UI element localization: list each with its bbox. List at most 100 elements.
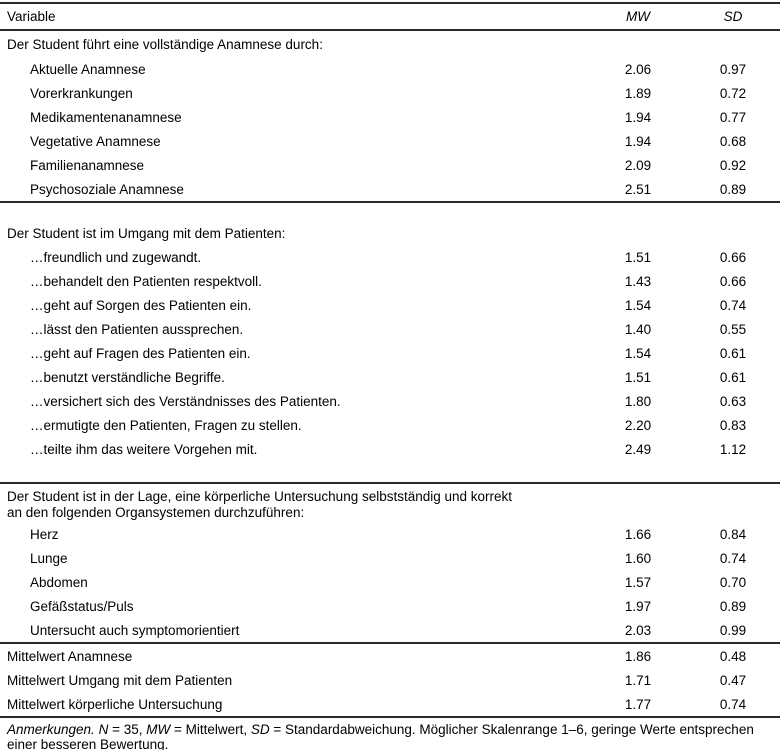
table-row: Vorerkrankungen 1.89 0.72: [0, 81, 780, 105]
summary-mw-value: 1.86: [624, 648, 652, 664]
footnote-sd-symbol: SD: [250, 722, 270, 737]
row-label: …lässt den Patienten aussprechen.: [30, 321, 244, 337]
row-mw-value: 2.06: [624, 61, 652, 77]
table-row: Lunge 1.60 0.74: [0, 546, 780, 570]
summary-mw-value: 1.71: [624, 672, 652, 688]
footnote-mw-symbol: MW: [146, 722, 171, 737]
table-row: Untersucht auch symptomorientiert 2.03 0…: [0, 618, 780, 642]
summary-label: Mittelwert körperliche Untersuchung: [7, 696, 223, 712]
row-mw-value: 1.94: [624, 133, 652, 149]
summary-sd-value: 0.48: [719, 648, 747, 664]
section-2-title: Der Student ist im Umgang mit dem Patien…: [7, 225, 286, 241]
row-label: Abdomen: [30, 574, 88, 590]
row-label: Vorerkrankungen: [30, 85, 133, 101]
row-mw-value: 1.97: [624, 598, 652, 614]
row-mw-value: 1.40: [624, 321, 652, 337]
table-row: Aktuelle Anamnese 2.06 0.97: [0, 57, 780, 81]
row-sd-value: 0.61: [719, 345, 747, 361]
footnote-anmerkungen-label: Anmerkungen.: [7, 722, 95, 737]
section-1-title: Der Student führt eine vollständige Anam…: [7, 36, 323, 52]
row-label: …teilte ihm das weitere Vorgehen mit.: [30, 441, 258, 457]
table-row: Medikamentenanamnese 1.94 0.77: [0, 105, 780, 129]
summary-label: Mittelwert Anamnese: [7, 648, 133, 664]
section-1-bottom-rule: [0, 201, 780, 203]
section-3-top-rule: [0, 482, 780, 484]
column-header-sd: SD: [723, 9, 743, 24]
footnote-mw-text: = Mittelwert,: [170, 722, 251, 737]
row-label: …freundlich und zugewandt.: [30, 249, 202, 265]
row-sd-value: 0.66: [719, 249, 747, 265]
row-sd-value: 1.12: [719, 441, 747, 457]
table-row: …lässt den Patienten aussprechen. 1.40 0…: [0, 317, 780, 341]
table-row: …geht auf Sorgen des Patienten ein. 1.54…: [0, 293, 780, 317]
row-mw-value: 1.57: [624, 574, 652, 590]
section-gap: [0, 203, 780, 221]
row-label: Medikamentenanamnese: [30, 109, 182, 125]
row-sd-value: 0.72: [719, 85, 747, 101]
table-header-row: Variable MW SD: [0, 4, 780, 29]
row-mw-value: 1.54: [624, 345, 652, 361]
row-label: …versichert sich des Verständnisses des …: [30, 393, 341, 409]
row-label: …benutzt verständliche Begriffe.: [30, 369, 225, 385]
row-label: Lunge: [30, 550, 68, 566]
summary-row: Mittelwert körperliche Untersuchung 1.77…: [0, 692, 780, 716]
row-mw-value: 1.66: [624, 526, 652, 542]
row-sd-value: 0.61: [719, 369, 747, 385]
footnote-n-symbol: N: [94, 722, 109, 737]
section-1-title-row: Der Student führt eine vollständige Anam…: [0, 31, 780, 57]
row-label: Gefäßstatus/Puls: [30, 598, 134, 614]
table-row: …benutzt verständliche Begriffe. 1.51 0.…: [0, 365, 780, 389]
row-mw-value: 1.51: [624, 369, 652, 385]
row-label: …ermutigte den Patienten, Fragen zu stel…: [30, 417, 302, 433]
row-mw-value: 1.54: [624, 297, 652, 313]
table-row: Herz 1.66 0.84: [0, 522, 780, 546]
table-row: …geht auf Fragen des Patienten ein. 1.54…: [0, 341, 780, 365]
row-label: …geht auf Fragen des Patienten ein.: [30, 345, 251, 361]
row-mw-value: 1.80: [624, 393, 652, 409]
section-gap: [0, 461, 780, 482]
row-mw-value: 2.20: [624, 417, 652, 433]
table-row: …versichert sich des Verständnisses des …: [0, 389, 780, 413]
row-mw-value: 1.94: [624, 109, 652, 125]
table-bottom-rule: [0, 716, 780, 718]
table-row: …behandelt den Patienten respektvoll. 1.…: [0, 269, 780, 293]
table-row: Familienanamnese 2.09 0.92: [0, 153, 780, 177]
row-mw-value: 1.89: [624, 85, 652, 101]
table-row: …teilte ihm das weitere Vorgehen mit. 2.…: [0, 437, 780, 461]
row-sd-value: 0.55: [719, 321, 747, 337]
table-row: Abdomen 1.57 0.70: [0, 570, 780, 594]
row-sd-value: 0.63: [719, 393, 747, 409]
row-sd-value: 0.74: [719, 550, 747, 566]
section-2-title-row: Der Student ist im Umgang mit dem Patien…: [0, 221, 780, 245]
row-sd-value: 0.89: [719, 598, 747, 614]
section-3-title-line-1: Der Student ist in der Lage, eine körper…: [7, 489, 513, 504]
row-mw-value: 2.51: [624, 181, 652, 197]
table-top-rule: [0, 2, 780, 4]
section-3-title-line-2: an den folgenden Organsystemen durchzufü…: [7, 505, 305, 520]
row-label: Herz: [30, 526, 59, 542]
table-row: Gefäßstatus/Puls 1.97 0.89: [0, 594, 780, 618]
row-sd-value: 0.70: [719, 574, 747, 590]
row-sd-value: 0.83: [719, 417, 747, 433]
row-sd-value: 0.68: [719, 133, 747, 149]
column-header-mw: MW: [626, 9, 650, 24]
header-divider-rule: [0, 29, 780, 31]
row-sd-value: 0.89: [719, 181, 747, 197]
row-label: Vegetative Anamnese: [30, 133, 161, 149]
row-sd-value: 0.92: [719, 157, 747, 173]
row-mw-value: 2.03: [624, 622, 652, 638]
row-mw-value: 2.49: [624, 441, 652, 457]
table-row: …freundlich und zugewandt. 1.51 0.66: [0, 245, 780, 269]
summary-label: Mittelwert Umgang mit dem Patienten: [7, 672, 233, 688]
row-mw-value: 1.60: [624, 550, 652, 566]
row-sd-value: 0.74: [719, 297, 747, 313]
summary-sd-value: 0.47: [719, 672, 747, 688]
table-row: Psychosoziale Anamnese 2.51 0.89: [0, 177, 780, 201]
table-row: Vegetative Anamnese 1.94 0.68: [0, 129, 780, 153]
column-header-variable: Variable: [7, 9, 56, 24]
row-sd-value: 0.84: [719, 526, 747, 542]
row-label: …geht auf Sorgen des Patienten ein.: [30, 297, 252, 313]
row-label: Untersucht auch symptomorientiert: [30, 622, 240, 638]
row-sd-value: 0.66: [719, 273, 747, 289]
